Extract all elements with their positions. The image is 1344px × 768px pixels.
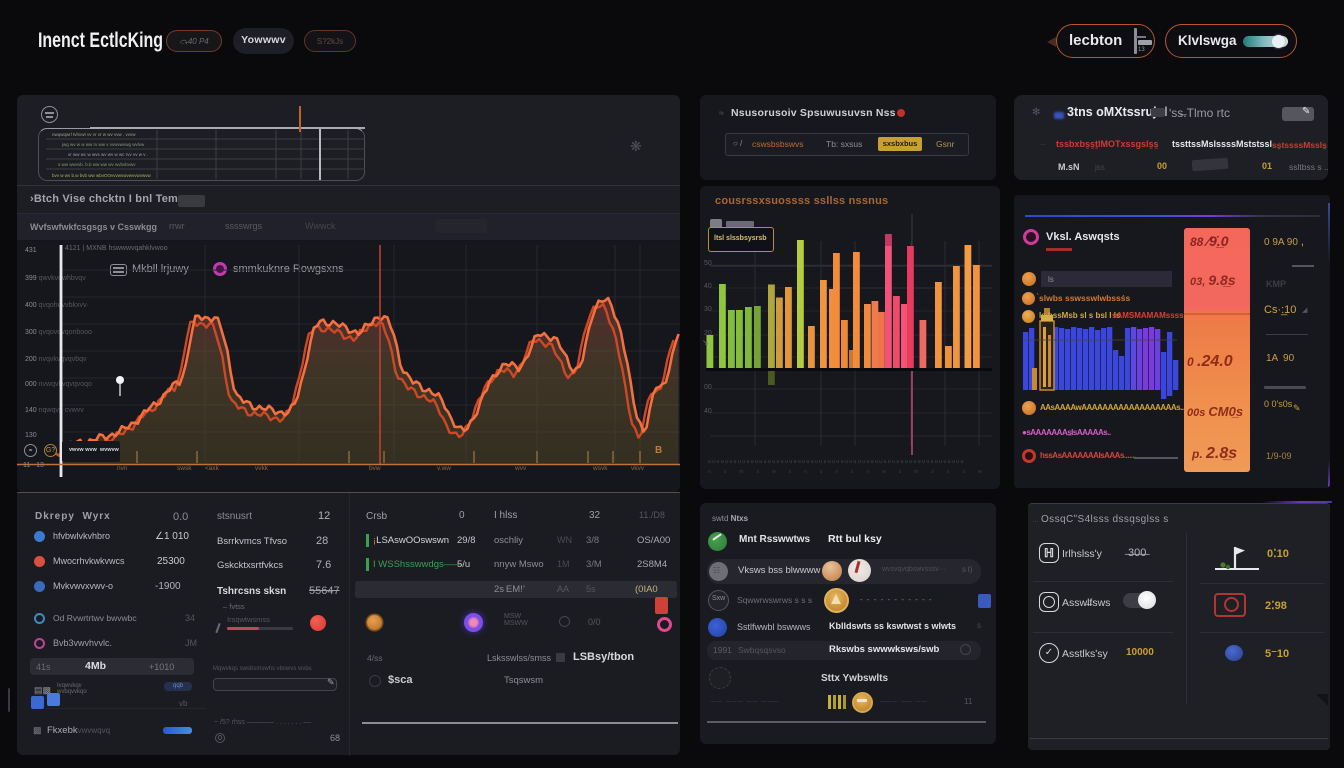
svg-text:bvv w wv b.w bvb ww wbvOOvvvwv: bvv w wv b.w bvb ww wbvOOvvvwvwvwvvwvwvw [52,173,152,178]
svg-text:vr ww wc w wvs wv wv w wc rvv: vr ww wc w wvs wv wv w wc rvv vv w v . [68,152,148,157]
svg-text:nwqwqwrl tvhvwt vv vr vr w wv: nwqwqwrl tvhvwt vv vr vr w wv vvw . vvvw [52,132,136,137]
svg-text:s ww wwvvb. b.b ww ww wv wvbvb: s ww wwvvb. b.b ww ww wv wvbvbvwv [58,162,136,167]
svg-text:jwg wv w w ww rv ww v vvwvwvwg: jwg wv w w ww rv ww v vvwvwvwg wvlvw [61,142,145,147]
